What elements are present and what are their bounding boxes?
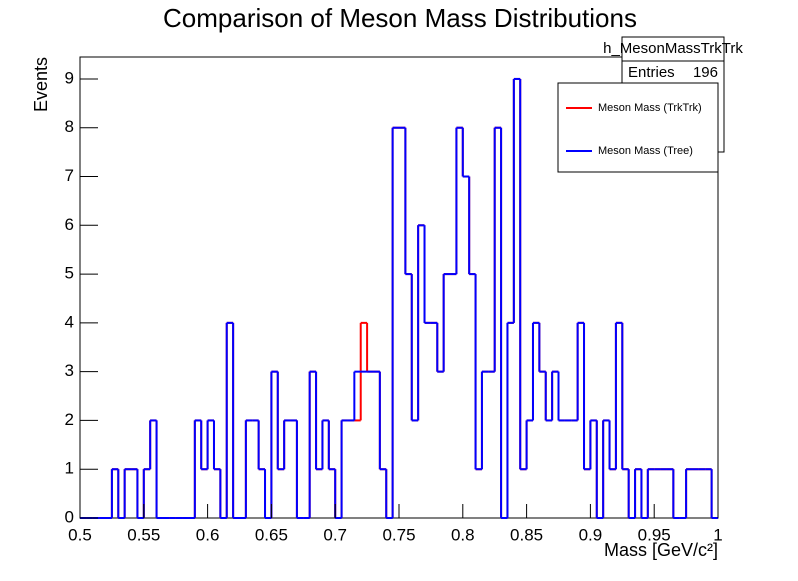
- y-tick-label: 2: [65, 410, 74, 429]
- legend: [557, 82, 719, 173]
- x-tick-label: 0.85: [510, 525, 543, 544]
- y-tick-label: 1: [65, 459, 74, 478]
- x-tick-label: 0.95: [638, 525, 671, 544]
- legend-entries: Meson Mass (TrkTrk) Meson Mass (Tree): [566, 102, 702, 157]
- legend-label: Meson Mass (Tree): [598, 145, 693, 157]
- y-tick-label: 3: [65, 361, 74, 380]
- y-tick-label: 6: [65, 215, 74, 234]
- y-tick-label: 8: [65, 117, 74, 136]
- stats-value: 196: [693, 64, 718, 81]
- y-axis-label: Events: [31, 57, 51, 112]
- x-tick-label: 0.5: [68, 525, 92, 544]
- x-tick-label: 0.65: [255, 525, 288, 544]
- histogram-series: [80, 77, 718, 519]
- y-tick-label: 5: [65, 264, 74, 283]
- y-tick-label: 7: [65, 166, 74, 185]
- y-tick-label: 4: [65, 312, 74, 331]
- histograms: [80, 77, 718, 519]
- legend-label: Meson Mass (TrkTrk): [598, 102, 702, 114]
- x-tick-label: 0.55: [127, 525, 160, 544]
- y-tick-label: 9: [65, 68, 74, 87]
- x-tick-label: 0.8: [451, 525, 475, 544]
- x-tick-label: 0.75: [382, 525, 415, 544]
- x-tick-label: 0.6: [196, 525, 220, 544]
- x-tick-label: 0.9: [579, 525, 603, 544]
- ticks: 0.5 0.55 0.6 0.65 0.7 0.75 0.8 0.85 0.9 0.95 1 0 1 2 3…: [65, 68, 723, 544]
- x-tick-label: 0.7: [323, 525, 347, 544]
- y-tick-label: 0: [65, 507, 74, 526]
- chart-title: Comparison of Meson Mass Distributions: [163, 3, 637, 33]
- stats-label: Entries: [628, 64, 675, 81]
- stats-title: h_MesonMassTrkTrk: [603, 40, 743, 57]
- x-axis-label: Mass [GeV/c²]: [604, 540, 718, 560]
- x-tick-label: 1: [713, 525, 722, 544]
